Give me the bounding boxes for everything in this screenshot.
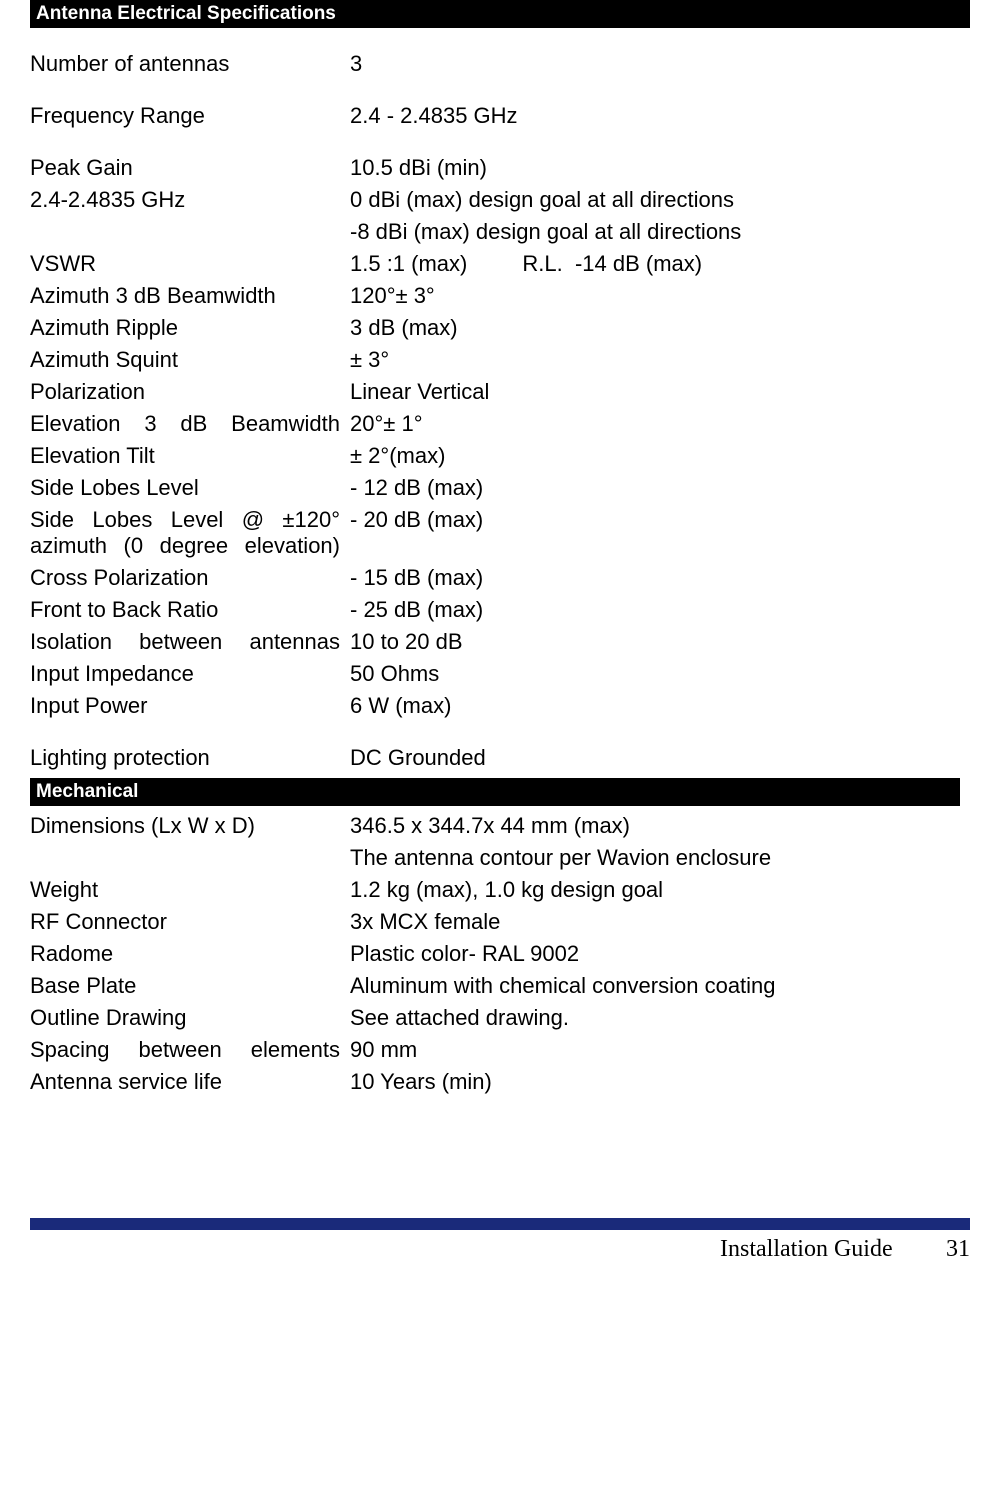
spec-label: Azimuth Ripple [30, 312, 350, 344]
spec-value: See attached drawing. [350, 1002, 970, 1034]
spec-value: ± 3° [350, 344, 970, 376]
table-row: -8 dBi (max) design goal at all directio… [30, 216, 970, 248]
spec-value: - 20 dB (max) [350, 504, 970, 562]
table-row: Elevation 3 dB Beamwidth20°± 1° [30, 408, 970, 440]
table-row: Frequency Range2.4 - 2.4835 GHz [30, 100, 970, 132]
spec-label: Front to Back Ratio [30, 594, 350, 626]
spec-value: Plastic color- RAL 9002 [350, 938, 970, 970]
spec-label: Outline Drawing [30, 1002, 350, 1034]
mechanical-spec-table: Dimensions (Lx W x D)346.5 x 344.7x 44 m… [30, 810, 970, 1098]
spec-label: Side Lobes Level [30, 472, 350, 504]
spec-value: 3x MCX female [350, 906, 970, 938]
spec-label: 2.4-2.4835 GHz [30, 184, 350, 216]
spec-value: 6 W (max) [350, 690, 970, 722]
spec-value: 120°± 3° [350, 280, 970, 312]
spec-value: 10.5 dBi (min) [350, 152, 970, 184]
table-row: Elevation Tilt± 2°(max) [30, 440, 970, 472]
spec-value: - 12 dB (max) [350, 472, 970, 504]
spec-value: 3 dB (max) [350, 312, 970, 344]
table-row: RF Connector3x MCX female [30, 906, 970, 938]
spec-value: Aluminum with chemical conversion coatin… [350, 970, 970, 1002]
spec-value: The antenna contour per Wavion enclosure [350, 842, 970, 874]
table-row: Spacing between elements90 mm [30, 1034, 970, 1066]
spec-label: Weight [30, 874, 350, 906]
spec-label: Azimuth 3 dB Beamwidth [30, 280, 350, 312]
spec-value: 20°± 1° [350, 408, 970, 440]
electrical-spec-header: Antenna Electrical Specifications [30, 0, 970, 28]
spec-value: -8 dBi (max) design goal at all directio… [350, 216, 970, 248]
spec-value: ± 2°(max) [350, 440, 970, 472]
table-row: Peak Gain10.5 dBi (min) [30, 152, 970, 184]
table-row: Number of antennas3 [30, 48, 970, 80]
table-row: Side Lobes Level @ ±120° azimuth (0 degr… [30, 504, 970, 562]
spec-value: 10 to 20 dB [350, 626, 970, 658]
spec-label: Number of antennas [30, 48, 350, 80]
electrical-spec-table: Number of antennas3Frequency Range2.4 - … [30, 48, 970, 774]
spec-label: Antenna service life [30, 1066, 350, 1098]
spec-value: DC Grounded [350, 742, 970, 774]
table-row: Base PlateAluminum with chemical convers… [30, 970, 970, 1002]
spec-value: 50 Ohms [350, 658, 970, 690]
table-row: Weight1.2 kg (max), 1.0 kg design goal [30, 874, 970, 906]
table-row: The antenna contour per Wavion enclosure [30, 842, 970, 874]
table-row: Antenna service life10 Years (min) [30, 1066, 970, 1098]
spec-label: Peak Gain [30, 152, 350, 184]
spec-label: Frequency Range [30, 100, 350, 132]
mechanical-header-label: Mechanical [30, 778, 350, 806]
spec-label: Elevation Tilt [30, 440, 350, 472]
spec-label: VSWR [30, 248, 350, 280]
spec-label [30, 216, 350, 248]
spec-label: Cross Polarization [30, 562, 350, 594]
table-row: Isolation between antennas10 to 20 dB [30, 626, 970, 658]
spec-value: 346.5 x 344.7x 44 mm (max) [350, 810, 970, 842]
table-row: Azimuth 3 dB Beamwidth120°± 3° [30, 280, 970, 312]
footer-bar [30, 1218, 970, 1230]
page-number: 31 [946, 1236, 970, 1263]
spec-value: 0 dBi (max) design goal at all direction… [350, 184, 970, 216]
spec-label: Input Impedance [30, 658, 350, 690]
spec-value: 3 [350, 48, 970, 80]
spec-label: Dimensions (Lx W x D) [30, 810, 350, 842]
spec-label: Base Plate [30, 970, 350, 1002]
spec-label: Input Power [30, 690, 350, 722]
table-row: Input Power6 W (max) [30, 690, 970, 722]
table-row: Azimuth Squint± 3° [30, 344, 970, 376]
table-row: Lighting protectionDC Grounded [30, 742, 970, 774]
spec-label: Isolation between antennas [30, 626, 350, 658]
spec-value: 1.5 :1 (max) R.L. -14 dB (max) [350, 248, 970, 280]
spec-value: 1.2 kg (max), 1.0 kg design goal [350, 874, 970, 906]
spec-label: Radome [30, 938, 350, 970]
spec-value: 90 mm [350, 1034, 970, 1066]
spec-label: Azimuth Squint [30, 344, 350, 376]
table-row: 2.4-2.4835 GHz0 dBi (max) design goal at… [30, 184, 970, 216]
spec-value: - 25 dB (max) [350, 594, 970, 626]
table-row: Cross Polarization- 15 dB (max) [30, 562, 970, 594]
spec-value: 10 Years (min) [350, 1066, 970, 1098]
spec-label [30, 842, 350, 874]
spec-label: Elevation 3 dB Beamwidth [30, 408, 350, 440]
footer-guide: Installation Guide [720, 1236, 893, 1262]
table-row: Front to Back Ratio- 25 dB (max) [30, 594, 970, 626]
spec-label: Side Lobes Level @ ±120° azimuth (0 degr… [30, 504, 350, 562]
spec-label: RF Connector [30, 906, 350, 938]
table-row: Side Lobes Level- 12 dB (max) [30, 472, 970, 504]
spec-label: Lighting protection [30, 742, 350, 774]
table-row: PolarizationLinear Vertical [30, 376, 970, 408]
table-row: RadomePlastic color- RAL 9002 [30, 938, 970, 970]
table-row: Dimensions (Lx W x D)346.5 x 344.7x 44 m… [30, 810, 970, 842]
footer-text: 31 Installation Guide [30, 1236, 970, 1263]
spec-label: Spacing between elements [30, 1034, 350, 1066]
table-row: VSWR1.5 :1 (max) R.L. -14 dB (max) [30, 248, 970, 280]
table-row: Input Impedance50 Ohms [30, 658, 970, 690]
table-row: Outline DrawingSee attached drawing. [30, 1002, 970, 1034]
mechanical-header-bar [350, 778, 960, 806]
spec-label: Polarization [30, 376, 350, 408]
spec-value: Linear Vertical [350, 376, 970, 408]
table-row: Azimuth Ripple3 dB (max) [30, 312, 970, 344]
mechanical-header-row: Mechanical [30, 778, 970, 806]
spec-value: 2.4 - 2.4835 GHz [350, 100, 970, 132]
spec-value: - 15 dB (max) [350, 562, 970, 594]
